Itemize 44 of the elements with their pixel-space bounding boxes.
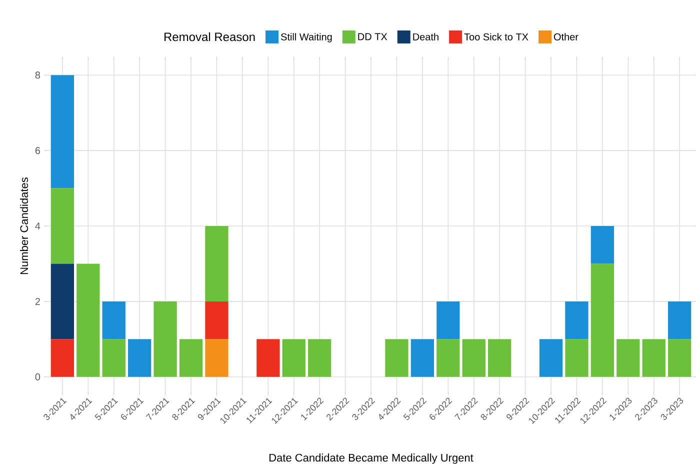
bar bbox=[128, 339, 152, 377]
legend-label: DD TX bbox=[358, 33, 388, 40]
y-tick-label: 4 bbox=[35, 222, 40, 230]
bar bbox=[668, 301, 692, 340]
y-tick-label: 6 bbox=[35, 147, 40, 154]
bar bbox=[50, 188, 74, 264]
legend-label: Still Waiting bbox=[280, 33, 332, 42]
bar bbox=[590, 264, 614, 377]
bar bbox=[50, 264, 74, 340]
bar bbox=[488, 339, 512, 377]
bar bbox=[436, 301, 460, 340]
legend-label: Death bbox=[413, 33, 438, 40]
bar bbox=[385, 339, 408, 377]
bar bbox=[179, 339, 203, 377]
x-axis-title: Date Candidate Became Medically Urgent bbox=[269, 454, 474, 464]
legend-title: Removal Reason bbox=[164, 32, 255, 42]
bar bbox=[282, 339, 306, 377]
legend-label: Too Sick to TX bbox=[464, 33, 528, 40]
y-tick-label: 0 bbox=[35, 373, 40, 380]
bar bbox=[50, 75, 74, 188]
bar bbox=[154, 301, 177, 377]
bar bbox=[668, 339, 692, 377]
bar bbox=[102, 301, 126, 340]
bar bbox=[539, 339, 563, 377]
bar bbox=[102, 339, 126, 377]
bar bbox=[76, 264, 100, 377]
y-axis-title: Number Candidates bbox=[20, 178, 28, 274]
y-tick-label: 2 bbox=[35, 298, 40, 305]
bar bbox=[565, 301, 588, 340]
bar bbox=[436, 339, 460, 377]
bar bbox=[205, 301, 228, 340]
bar bbox=[616, 339, 640, 377]
y-tick-label: 8 bbox=[35, 72, 40, 79]
bar bbox=[205, 339, 228, 377]
bar bbox=[205, 226, 228, 302]
bar bbox=[50, 339, 74, 377]
bar bbox=[590, 226, 614, 264]
bar bbox=[642, 339, 666, 377]
bar bbox=[565, 339, 588, 377]
bar bbox=[462, 339, 486, 377]
legend-label: Other bbox=[554, 33, 578, 40]
bar bbox=[308, 339, 332, 377]
bar bbox=[410, 339, 434, 377]
bar bbox=[256, 339, 280, 377]
